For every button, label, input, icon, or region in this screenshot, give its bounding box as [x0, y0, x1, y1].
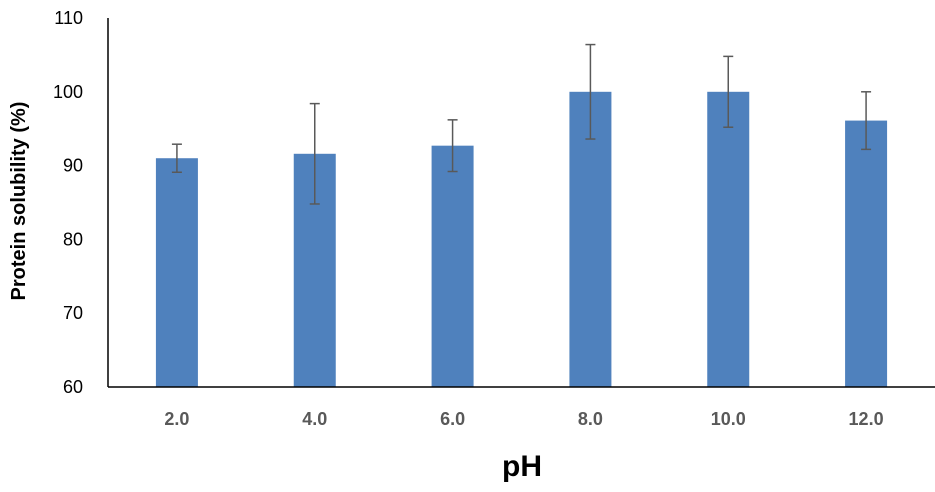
error-bar [309, 102, 320, 205]
error-bar [585, 43, 596, 140]
y-tick-label: 80 [63, 229, 83, 249]
y-tick-label: 110 [54, 8, 83, 28]
bar [707, 91, 750, 388]
x-tick-label: 2.0 [164, 409, 189, 429]
bar [569, 91, 612, 388]
error-bar [861, 91, 872, 151]
error-bar [447, 119, 458, 173]
error-bar [171, 143, 182, 173]
error-bar [723, 55, 734, 128]
x-tick-label: 10.0 [711, 409, 746, 429]
x-tick-label: 6.0 [440, 409, 465, 429]
y-axis-label: Protein solubility (%) [8, 102, 30, 301]
y-tick-label: 100 [53, 82, 83, 102]
y-tick-label: 60 [63, 377, 83, 397]
y-tick-label: 90 [63, 156, 83, 176]
bar [431, 145, 474, 387]
y-axis-ticks: 60 70 80 90 100 110 [53, 8, 83, 397]
x-tick-label: 8.0 [578, 409, 603, 429]
x-tick-label: 12.0 [849, 409, 884, 429]
y-tick-label: 70 [63, 303, 83, 323]
bar [155, 158, 198, 387]
bars [155, 91, 888, 388]
x-axis-label: pH [502, 450, 542, 483]
bar [845, 120, 888, 387]
x-axis-ticks: 2.0 4.0 6.0 8.0 10.0 12.0 [164, 409, 883, 429]
error-bars [171, 43, 872, 205]
x-tick-label: 4.0 [302, 409, 327, 429]
